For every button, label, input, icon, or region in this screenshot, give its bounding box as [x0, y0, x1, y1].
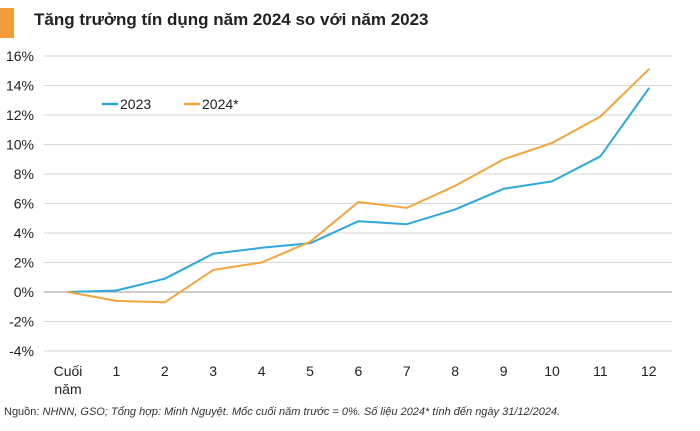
x-tick-label: Cuối [54, 363, 83, 379]
y-tick-label: 10% [6, 137, 34, 153]
series-line-2024 [67, 68, 650, 304]
source-label: Nguồn: [4, 406, 43, 418]
x-tick-label: 4 [258, 363, 266, 379]
x-tick-label: năm [54, 381, 81, 397]
x-tick-label: 12 [641, 363, 657, 379]
x-tick-label: 3 [209, 363, 217, 379]
y-tick-label: 2% [14, 255, 34, 271]
x-tick-label: 5 [306, 363, 314, 379]
y-tick-label: 4% [14, 225, 34, 241]
y-tick-label: 16% [6, 48, 34, 64]
x-tick-label: 6 [355, 363, 363, 379]
y-tick-label: 14% [6, 78, 34, 94]
x-tick-label: 10 [544, 363, 560, 379]
series-line-2023 [67, 87, 650, 293]
y-tick-label: 0% [14, 284, 34, 300]
y-tick-label: 12% [6, 107, 34, 123]
x-tick-label: 8 [451, 363, 459, 379]
x-tick-label: 11 [593, 363, 608, 379]
x-tick-label: 9 [500, 363, 508, 379]
x-tick-label: 7 [403, 363, 411, 379]
chart-title: Tăng trưởng tín dụng năm 2024 so với năm… [34, 10, 429, 29]
source-note: Nguồn: NHNN, GSO; Tổng hợp: Minh Nguyệt.… [4, 406, 560, 418]
y-tick-label: -4% [9, 343, 34, 359]
x-tick-label: 2 [161, 363, 169, 379]
x-tick-label: 1 [113, 363, 121, 379]
y-tick-label: -2% [9, 314, 34, 330]
y-tick-label: 6% [14, 196, 34, 212]
title-accent-bar [0, 8, 14, 38]
legend-label: 2024* [202, 96, 239, 112]
source-text: NHNN, GSO; Tổng hợp: Minh Nguyệt. Mốc cu… [42, 406, 561, 418]
legend-label: 2023 [120, 96, 151, 112]
y-tick-label: 8% [14, 166, 34, 182]
